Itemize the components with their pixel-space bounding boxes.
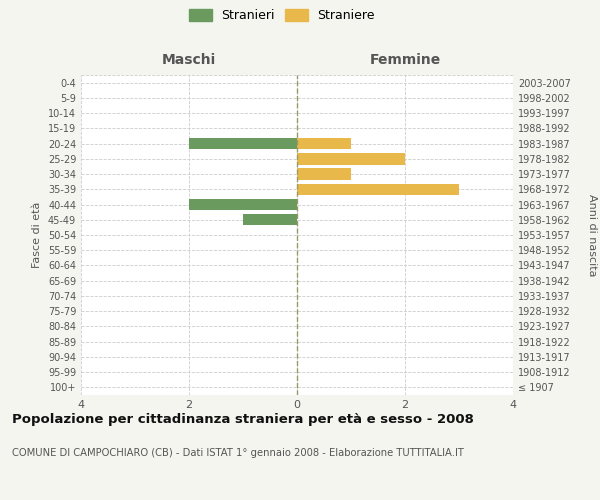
Bar <box>189 199 297 210</box>
Legend: Stranieri, Straniere: Stranieri, Straniere <box>187 6 377 25</box>
Bar <box>297 168 351 180</box>
Text: COMUNE DI CAMPOCHIARO (CB) - Dati ISTAT 1° gennaio 2008 - Elaborazione TUTTITALI: COMUNE DI CAMPOCHIARO (CB) - Dati ISTAT … <box>12 448 464 458</box>
Bar <box>297 138 351 149</box>
Bar <box>189 138 297 149</box>
Y-axis label: Fasce di età: Fasce di età <box>32 202 42 268</box>
Text: Femmine: Femmine <box>370 54 440 68</box>
Bar <box>297 184 459 195</box>
Text: Popolazione per cittadinanza straniera per età e sesso - 2008: Popolazione per cittadinanza straniera p… <box>12 412 474 426</box>
Bar <box>297 153 405 164</box>
Text: Anni di nascita: Anni di nascita <box>587 194 597 276</box>
Bar <box>243 214 297 226</box>
Text: Maschi: Maschi <box>162 54 216 68</box>
